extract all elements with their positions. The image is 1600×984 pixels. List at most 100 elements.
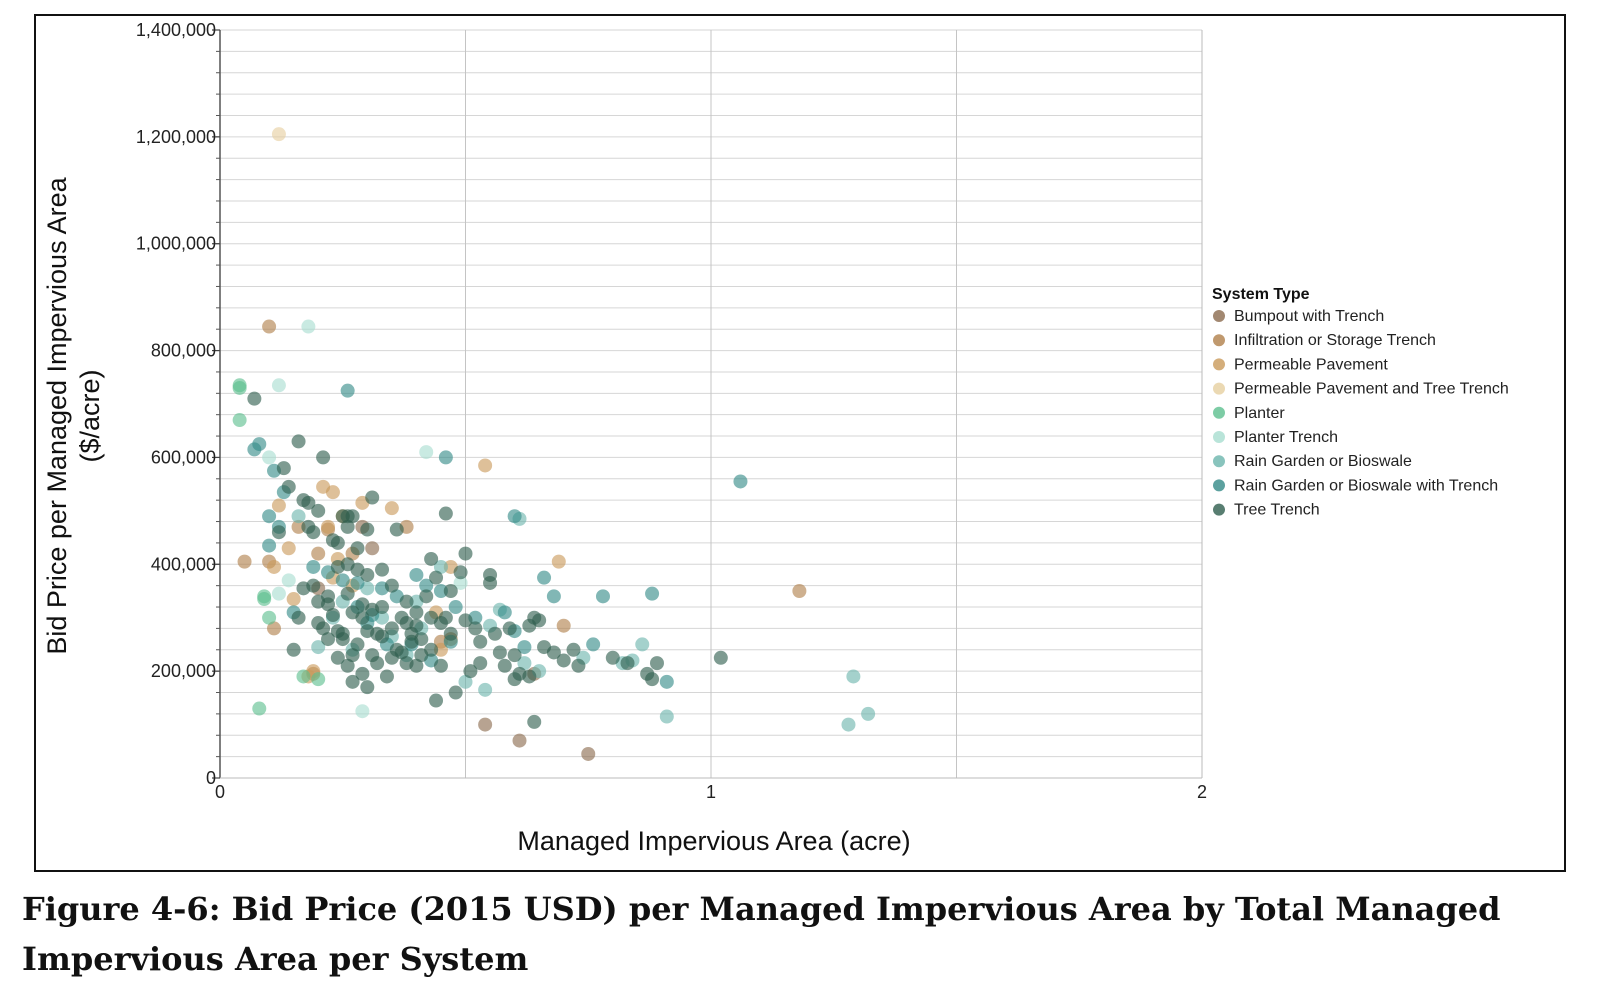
data-point — [399, 594, 414, 609]
data-point — [335, 626, 350, 641]
data-point — [350, 541, 365, 556]
data-point — [605, 650, 620, 665]
data-point — [340, 383, 355, 398]
legend-label: Rain Garden or Bioswale — [1234, 453, 1412, 470]
data-point — [487, 626, 502, 641]
data-point — [335, 573, 350, 588]
data-point — [271, 525, 286, 540]
data-point — [384, 501, 399, 516]
data-point — [232, 380, 247, 395]
data-point — [365, 490, 380, 505]
data-point — [291, 610, 306, 625]
data-point — [276, 461, 291, 476]
data-point — [291, 509, 306, 524]
figure-caption: Figure 4-6: Bid Price (2015 USD) per Man… — [22, 890, 1501, 978]
series-8 — [247, 391, 728, 729]
data-point — [537, 640, 552, 655]
data-point — [237, 554, 252, 569]
data-point — [281, 573, 296, 588]
legend-label: Infiltration or Storage Trench — [1234, 332, 1436, 349]
data-point — [384, 578, 399, 593]
data-point — [546, 589, 561, 604]
data-point — [355, 666, 370, 681]
data-point — [301, 319, 316, 334]
data-point — [375, 562, 390, 577]
data-point — [365, 602, 380, 617]
data-point — [458, 613, 473, 628]
data-point — [311, 616, 326, 631]
data-point — [252, 701, 267, 716]
data-point — [330, 559, 345, 574]
data-point — [453, 575, 468, 590]
data-point — [360, 567, 375, 582]
data-point — [438, 450, 453, 465]
data-point — [291, 519, 306, 534]
y-axis-title-line2: ($/acre) — [75, 369, 105, 462]
data-point — [659, 674, 674, 689]
data-point — [379, 669, 394, 684]
legend-label: Bumpout with Trench — [1234, 308, 1384, 325]
data-point — [571, 658, 586, 673]
data-point — [296, 581, 311, 596]
data-point — [340, 509, 355, 524]
data-point — [281, 479, 296, 494]
series-5 — [262, 319, 468, 719]
data-point — [733, 474, 748, 489]
legend-label: Planter — [1234, 405, 1285, 422]
y-tick-label: 800,000 — [151, 341, 216, 361]
data-point — [841, 717, 856, 732]
y-tick-label: 1,000,000 — [136, 234, 216, 254]
x-tick-label: 2 — [1197, 782, 1207, 802]
data-point — [635, 637, 650, 652]
data-point — [645, 586, 660, 601]
data-point — [384, 621, 399, 636]
data-point — [330, 650, 345, 665]
data-point — [448, 600, 463, 615]
y-tick-label: 600,000 — [151, 447, 216, 467]
y-tick-label: 1,200,000 — [136, 127, 216, 147]
data-point — [399, 656, 414, 671]
major-gridlines — [219, 30, 1203, 778]
legend-swatch — [1213, 479, 1225, 492]
y-tick-label: 0 — [206, 768, 216, 788]
data-point — [404, 634, 419, 649]
data-point — [792, 584, 807, 598]
data-point — [271, 498, 286, 513]
data-point — [478, 682, 493, 697]
data-point — [311, 640, 326, 655]
data-point — [306, 559, 321, 574]
data-point — [497, 605, 512, 620]
legend-swatch — [1213, 455, 1225, 468]
chart-frame: 0 200,000 400,000 600,000 800,000 1,000,000 1,… — [34, 14, 1566, 872]
data-point — [360, 624, 375, 639]
data-point — [419, 578, 434, 593]
data-point — [645, 672, 660, 687]
data-point — [271, 127, 286, 142]
data-point — [438, 506, 453, 521]
y-tick-label: 400,000 — [151, 554, 216, 574]
data-point — [713, 650, 728, 665]
data-point — [355, 704, 370, 719]
data-point — [527, 610, 542, 625]
data-point — [659, 709, 674, 724]
legend-swatch — [1213, 503, 1225, 516]
data-point — [232, 413, 247, 428]
data-point — [375, 629, 390, 644]
data-point — [296, 493, 311, 508]
data-point — [438, 610, 453, 625]
data-point — [340, 519, 355, 534]
data-point — [556, 618, 571, 633]
data-point — [556, 653, 571, 668]
data-point — [458, 674, 473, 689]
x-axis-title: Managed Impervious Area (acre) — [517, 826, 910, 856]
data-point — [247, 442, 262, 457]
data-point — [419, 445, 434, 460]
data-point — [517, 640, 532, 655]
data-point — [566, 642, 581, 657]
data-points — [232, 127, 876, 761]
x-tick-labels: 0 1 2 — [215, 782, 1207, 802]
data-point — [340, 586, 355, 601]
axes — [216, 29, 1203, 779]
data-point — [262, 610, 277, 625]
legend-swatch — [1213, 406, 1225, 419]
